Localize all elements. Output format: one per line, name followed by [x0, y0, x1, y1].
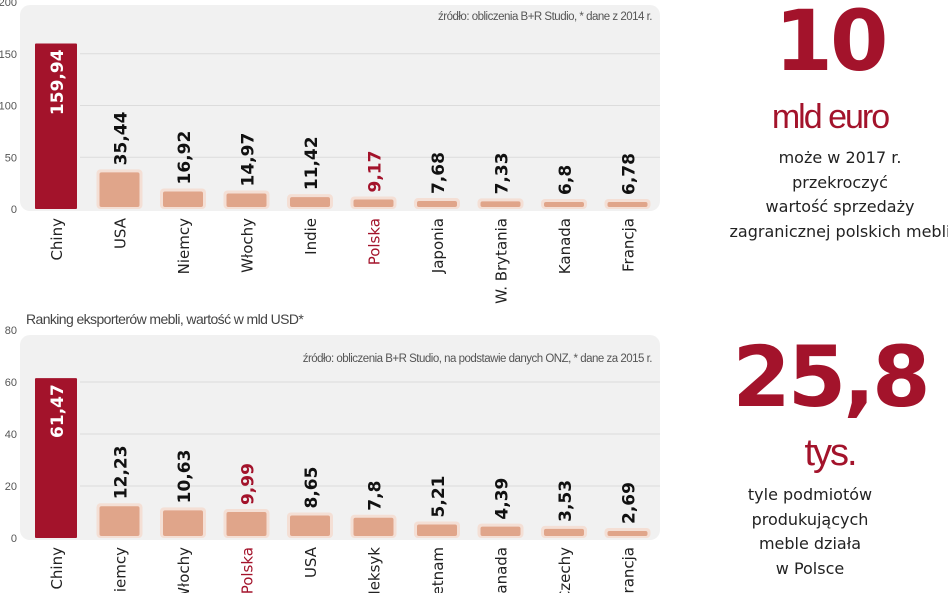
source-note: źródło: obliczenia B+R Studio, na podsta…	[303, 353, 653, 365]
value-label: 2,69	[620, 482, 640, 524]
y-tick-label: 40	[5, 429, 17, 441]
value-label: 14,97	[239, 133, 259, 187]
category-label: Włochy	[175, 547, 193, 593]
fact-2-number: 25,8	[732, 328, 930, 426]
fact-1-unit: mld euro	[771, 98, 890, 136]
bar-indie	[290, 197, 330, 207]
y-tick-label: 60	[5, 377, 17, 389]
bar-chiny	[35, 378, 77, 538]
bar-w. brytania	[480, 201, 521, 207]
y-tick-label: 0	[11, 533, 17, 545]
fact-2-unit: tys.	[804, 432, 857, 474]
fact-1-line: może w 2017 r.	[778, 148, 902, 167]
value-label: 7,8	[366, 481, 386, 511]
value-label: 16,92	[175, 131, 195, 185]
category-label: Indie	[302, 218, 320, 255]
value-label: 9,99	[239, 463, 259, 505]
value-label: 6,8	[556, 165, 576, 195]
fact-1-line: zagranicznej polskich mebli	[729, 221, 948, 241]
category-label: Polska	[239, 547, 257, 593]
fact-2-line: w Polsce	[775, 558, 845, 578]
fact-2-line: meble działa	[758, 534, 862, 553]
category-label: Kanada	[556, 218, 574, 274]
category-label: Chiny	[48, 547, 66, 590]
bar-niemcy	[99, 506, 140, 536]
bar-japonia	[417, 201, 457, 207]
bar-kanada	[544, 201, 584, 207]
y-tick-label: 0	[11, 204, 17, 216]
value-label: 11,42	[302, 136, 322, 190]
value-label: 7,33	[493, 152, 513, 194]
source-note: źródło: obliczenia B+R Studio, * dane z …	[438, 11, 652, 23]
bar-usa	[99, 172, 140, 207]
category-label: Meksyk	[366, 547, 384, 593]
category-label: Francja	[620, 547, 638, 593]
value-label: 10,63	[175, 450, 195, 504]
category-label: Włochy	[239, 218, 257, 273]
bar-polska	[226, 512, 267, 536]
fact-1-description: może w 2017 r. przekroczyć wartość sprze…	[690, 146, 948, 244]
fact-2-description: tyle podmiotów produkujących meble dział…	[690, 483, 930, 581]
category-label: Kanada	[493, 547, 511, 593]
bar-francja	[607, 201, 648, 207]
bar-kanada	[480, 526, 521, 536]
y-tick-label: 50	[5, 152, 17, 164]
fact-1-number: 10	[774, 0, 889, 90]
y-tick-label: 20	[5, 481, 17, 493]
category-label: Niemcy	[175, 218, 193, 274]
y-tick-label: 80	[5, 325, 17, 337]
fact-1-line: wartość sprzedaży	[765, 197, 915, 216]
category-label: USA	[302, 546, 320, 578]
category-label: Polska	[366, 218, 384, 265]
y-tick-label: 100	[0, 101, 17, 113]
y-tick-label: 150	[0, 49, 17, 61]
value-label: 35,44	[112, 111, 132, 165]
value-label: 8,65	[302, 467, 322, 509]
bar-usa	[290, 515, 330, 536]
bar-chiny	[35, 43, 77, 210]
value-label: 7,68	[429, 152, 449, 194]
category-label: Francja	[620, 218, 638, 272]
bar-francja	[607, 531, 648, 536]
category-label: W. Brytania	[493, 218, 511, 304]
fact-2-line: produkujących	[751, 509, 869, 529]
bar-włochy	[226, 193, 267, 207]
fact-1-line: przekroczyć	[792, 172, 888, 192]
value-label: 5,21	[429, 476, 449, 518]
category-label: Chiny	[48, 218, 66, 261]
value-label: 159,94	[48, 49, 68, 115]
value-label: 6,78	[620, 153, 640, 195]
bar-czechy	[544, 528, 584, 536]
fact-2-line: tyle podmiotów	[747, 485, 873, 504]
bar-polska	[353, 199, 394, 207]
bar-niemcy	[163, 191, 203, 207]
category-label: Wietnam	[429, 547, 447, 593]
y-tick-label: 200	[0, 0, 17, 9]
bar-wietnam	[417, 524, 457, 536]
plot-panel	[20, 5, 660, 211]
category-label: Niemcy	[112, 547, 130, 593]
plot-panel	[20, 335, 660, 540]
value-label: 12,23	[112, 445, 132, 499]
category-label: Japonia	[429, 218, 447, 274]
value-label: 9,17	[366, 151, 386, 193]
bar-włochy	[163, 510, 203, 536]
chart-title: Ranking eksporterów mebli, wartość w mld…	[26, 311, 304, 327]
value-label: 4,39	[493, 478, 513, 520]
category-label: Czechy	[556, 547, 574, 593]
value-label: 3,53	[556, 480, 576, 522]
bar-meksyk	[353, 517, 394, 536]
category-label: USA	[112, 217, 130, 249]
value-label: 61,47	[48, 384, 68, 438]
